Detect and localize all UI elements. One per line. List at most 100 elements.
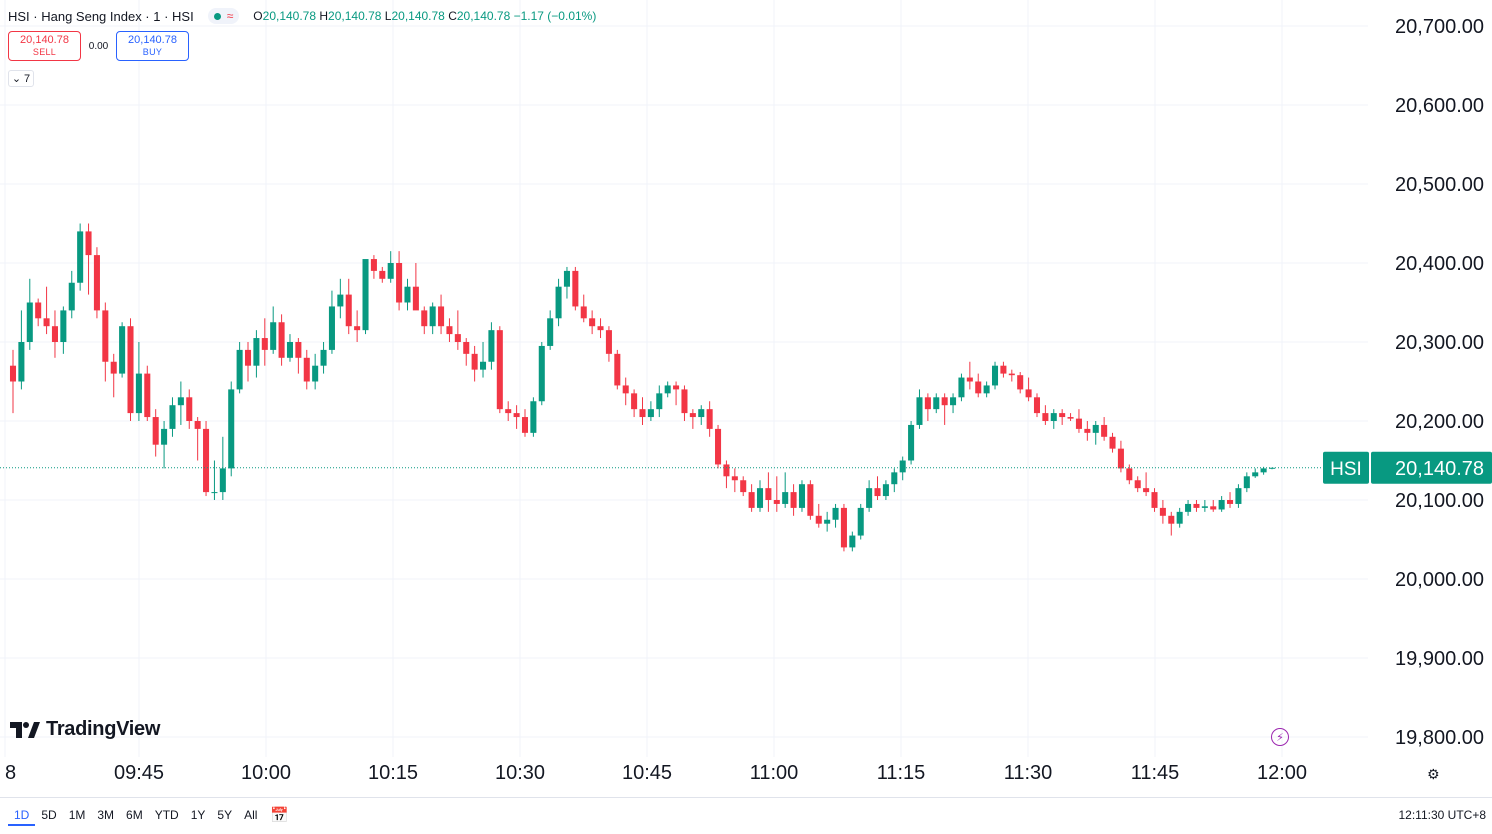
candle[interactable] xyxy=(513,405,520,429)
candle[interactable] xyxy=(253,330,260,378)
candle[interactable] xyxy=(1218,496,1225,512)
candle[interactable] xyxy=(874,476,881,500)
candle[interactable] xyxy=(488,322,495,370)
candle[interactable] xyxy=(1243,472,1250,493)
price-axis[interactable]: 19,800.00 19,900.00 20,000.00 20,100.00 20,2… xyxy=(1395,16,1484,749)
candle[interactable] xyxy=(1252,468,1259,478)
range-button-1d[interactable]: 1D xyxy=(8,808,36,826)
candle[interactable] xyxy=(1159,500,1166,524)
candle[interactable] xyxy=(463,338,470,366)
candle[interactable] xyxy=(261,318,268,366)
candle[interactable] xyxy=(379,266,386,283)
candle[interactable] xyxy=(673,381,680,406)
candle[interactable] xyxy=(765,472,772,512)
candle[interactable] xyxy=(144,365,151,421)
candle[interactable] xyxy=(169,397,176,437)
buy-button[interactable]: 20,140.78 BUY xyxy=(116,31,189,61)
candle[interactable] xyxy=(177,381,184,425)
candle[interactable] xyxy=(891,468,898,493)
candle[interactable] xyxy=(631,389,638,418)
candle[interactable] xyxy=(286,334,294,362)
candle[interactable] xyxy=(706,401,713,437)
candle[interactable] xyxy=(127,318,134,421)
sell-button[interactable]: 20,140.78 SELL xyxy=(8,31,81,61)
candle[interactable] xyxy=(110,353,117,398)
candle[interactable] xyxy=(597,318,604,339)
range-button-3m[interactable]: 3M xyxy=(97,808,115,822)
candle[interactable] xyxy=(1168,511,1175,536)
candle[interactable] xyxy=(370,255,377,279)
candle[interactable] xyxy=(404,278,411,311)
candle[interactable] xyxy=(1000,361,1007,378)
candle[interactable] xyxy=(572,266,579,311)
candle[interactable] xyxy=(866,480,873,512)
candle[interactable] xyxy=(135,342,142,421)
range-button-6m[interactable]: 6M xyxy=(126,808,143,822)
candle[interactable] xyxy=(362,259,369,335)
candle[interactable] xyxy=(354,310,361,342)
candle[interactable] xyxy=(203,421,210,497)
calendar-icon[interactable]: 📅 xyxy=(270,807,289,824)
candle[interactable] xyxy=(639,397,646,425)
candle[interactable] xyxy=(857,503,864,540)
candle[interactable] xyxy=(1210,500,1217,512)
candle[interactable] xyxy=(924,393,931,421)
candle[interactable] xyxy=(521,409,529,437)
candle[interactable] xyxy=(656,385,663,418)
indicators-toggle-button[interactable]: ⌄ 7 xyxy=(8,70,34,87)
candle[interactable] xyxy=(236,342,243,394)
candle[interactable] xyxy=(1084,421,1091,441)
candle[interactable] xyxy=(35,298,42,327)
candle[interactable] xyxy=(1042,405,1049,425)
lightning-icon[interactable]: ⚡ xyxy=(1271,728,1289,746)
range-button-1m[interactable]: 1M xyxy=(68,808,86,822)
candle[interactable] xyxy=(1109,432,1116,453)
candle[interactable] xyxy=(740,476,747,497)
candle[interactable] xyxy=(1117,440,1124,473)
candle[interactable] xyxy=(530,397,537,437)
candle[interactable] xyxy=(941,393,948,425)
candle[interactable] xyxy=(698,405,705,425)
candle[interactable] xyxy=(68,270,75,319)
candle[interactable] xyxy=(102,302,109,382)
candle[interactable] xyxy=(916,389,923,429)
candle[interactable] xyxy=(1201,500,1208,512)
candle[interactable] xyxy=(480,342,487,378)
candle[interactable] xyxy=(589,310,596,335)
candle[interactable] xyxy=(194,417,201,461)
candle[interactable] xyxy=(1134,476,1141,493)
candle[interactable] xyxy=(1227,492,1234,508)
candle[interactable] xyxy=(1050,409,1057,429)
candle[interactable] xyxy=(983,381,990,398)
candle[interactable] xyxy=(756,480,764,512)
candle[interactable] xyxy=(950,393,957,414)
candle[interactable] xyxy=(438,294,445,335)
candle[interactable] xyxy=(119,322,126,378)
candle[interactable] xyxy=(320,342,327,374)
candle[interactable] xyxy=(1151,488,1158,512)
candle[interactable] xyxy=(807,480,814,520)
candle[interactable] xyxy=(211,460,218,501)
candle[interactable] xyxy=(446,318,453,342)
candle[interactable] xyxy=(689,409,696,429)
candle[interactable] xyxy=(77,223,84,291)
market-status[interactable]: ≈ xyxy=(207,8,240,24)
candle[interactable] xyxy=(790,484,797,516)
candle[interactable] xyxy=(664,381,671,398)
candle[interactable] xyxy=(840,503,847,552)
candle[interactable] xyxy=(1193,500,1200,512)
candle[interactable] xyxy=(429,302,436,335)
candle[interactable] xyxy=(337,278,344,319)
range-button-ytd[interactable]: YTD xyxy=(154,808,179,822)
candle[interactable] xyxy=(815,503,822,528)
candle[interactable] xyxy=(51,310,58,358)
candle[interactable] xyxy=(421,306,428,335)
range-button-5y[interactable]: 5Y xyxy=(217,808,233,822)
candle[interactable] xyxy=(731,468,738,493)
candle[interactable] xyxy=(505,401,512,421)
candle[interactable] xyxy=(1126,464,1133,485)
candle[interactable] xyxy=(1143,472,1150,497)
candle[interactable] xyxy=(555,278,562,327)
candle[interactable] xyxy=(614,349,621,390)
candle[interactable] xyxy=(312,353,319,390)
